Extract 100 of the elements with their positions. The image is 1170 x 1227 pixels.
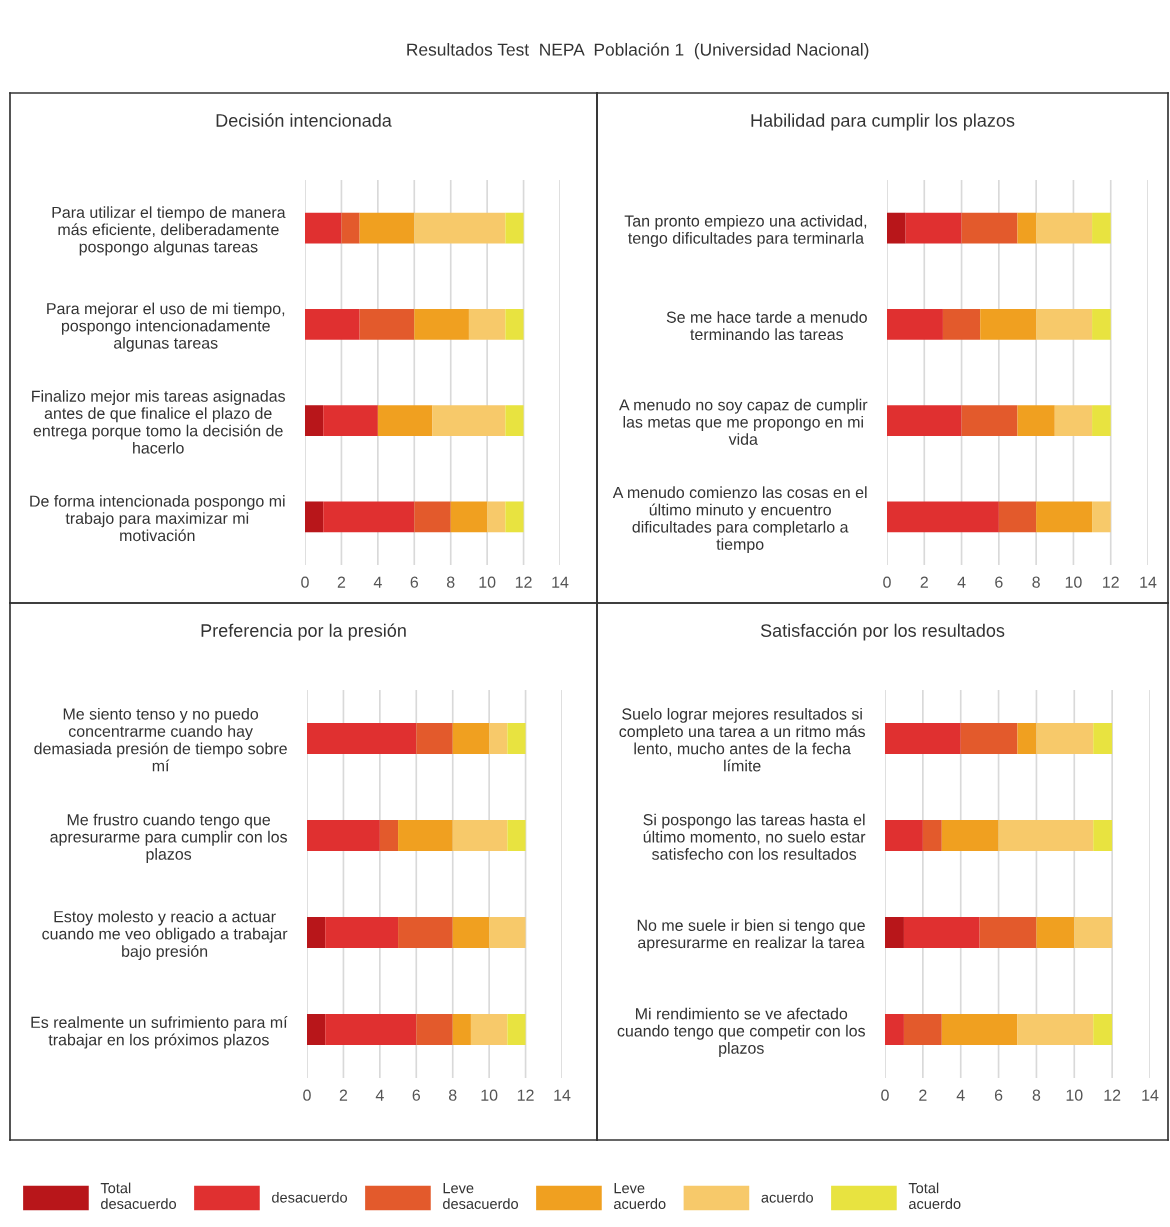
bar: [507, 1013, 526, 1046]
x-tick-label: 4: [957, 576, 966, 588]
x-tick-label: 10: [1066, 1089, 1083, 1101]
bar: [885, 1013, 904, 1046]
bar: [505, 405, 524, 437]
x-tick-label: 12: [1103, 576, 1119, 588]
x-tick-label: 2: [920, 576, 928, 588]
x-tick-label: 14: [554, 1089, 571, 1101]
bar: [887, 212, 906, 244]
bar: [452, 916, 490, 949]
x-tick-label: 10: [1065, 576, 1082, 588]
bar: [305, 405, 324, 437]
bar: [885, 819, 923, 852]
bar: [1036, 308, 1093, 340]
y-tick-label: Para mejorar el uso de mi tiempo, pospongo intencionadamente algunas tareas: [47, 302, 285, 352]
bar: [1036, 212, 1093, 244]
bar: [505, 308, 524, 340]
bar: [1017, 405, 1055, 437]
x-tick-label: 2: [339, 1089, 348, 1101]
legend-label: Total acuerdo: [908, 1182, 961, 1209]
y-tick-label: Es realmente un sufrimiento para mí trabajar en los próximos plazos: [31, 1016, 288, 1049]
bar: [1054, 405, 1093, 437]
bar: [922, 819, 942, 852]
x-tick-label: 6: [412, 1089, 421, 1101]
bar: [307, 916, 326, 949]
bar: [377, 405, 433, 437]
bar: [1092, 501, 1111, 533]
y-tick-label: Suelo lograr mejores resultados si completo una tarea a un ritmo más lento, mucho antes de la fecha límite: [619, 707, 865, 772]
bar: [416, 722, 453, 755]
bar: [903, 1013, 942, 1046]
bar: [414, 308, 469, 340]
y-tick-label: Me frustro cuando tengo que apresurarme para cumplir con los plazos: [50, 813, 287, 863]
bar: [359, 308, 415, 340]
bar: [1036, 501, 1093, 533]
bar: [1092, 212, 1111, 244]
bar: [468, 308, 506, 340]
y-tick-label: Para utilizar el tiempo de manera más eficiente, deliberadamente pospongo algunas tareas: [52, 206, 286, 256]
bar: [887, 501, 999, 533]
y-tick-label: A menudo no soy capaz de cumplir las metas que me propongo en mi vida: [619, 398, 868, 445]
bar: [1036, 722, 1094, 755]
x-tick-label: 8: [1032, 1089, 1041, 1101]
y-tick-label: Si pospongo las tareas hasta el último momento, no suelo estar satisfecho con los resultados: [643, 813, 866, 860]
bar: [1093, 722, 1113, 755]
bar: [305, 308, 360, 340]
bar: [487, 501, 506, 533]
bar: [961, 405, 1018, 437]
x-tick-label: 8: [446, 576, 455, 588]
bar: [507, 819, 526, 852]
x-tick-label: 8: [1032, 576, 1040, 588]
y-tick-label: Estoy molesto y reacio a actuar cuando me veo obligado a trabajar bajo presión: [42, 910, 288, 961]
x-tick-label: 6: [994, 1089, 1003, 1101]
legend-label: Leve acuerdo: [614, 1183, 666, 1209]
bar: [942, 308, 981, 340]
x-tick-label: 8: [448, 1089, 457, 1101]
bar: [489, 722, 508, 755]
y-tick-label: No me suele ir bien si tengo que apresurarme en realizar la tarea: [637, 919, 865, 952]
bar: [305, 212, 342, 244]
x-tick-label: 4: [373, 576, 382, 588]
bar: [903, 916, 980, 949]
bar: [414, 212, 506, 244]
bar: [452, 819, 508, 852]
bar: [323, 405, 378, 437]
bar: [379, 819, 399, 852]
bar: [980, 308, 1037, 340]
bar: [1093, 1013, 1113, 1046]
y-tick-label: Se me hace tarde a menudo terminando las tareas: [666, 311, 867, 341]
bar: [470, 1013, 508, 1046]
x-tick-label: 14: [1142, 1089, 1159, 1101]
bar: [960, 722, 1018, 755]
bar: [307, 1013, 326, 1046]
x-tick-label: 0: [883, 576, 891, 588]
x-tick-label: 6: [995, 576, 1003, 588]
bar: [432, 405, 506, 437]
legend-label: Leve desacuerdo: [443, 1183, 519, 1209]
legend-label: desacuerdo: [272, 1191, 348, 1203]
bar: [307, 819, 380, 852]
bar: [489, 916, 526, 949]
bar: [307, 722, 417, 755]
bar: [505, 501, 524, 533]
x-tick-label: 0: [301, 576, 309, 588]
x-tick-label: 12: [515, 576, 532, 588]
bar: [452, 1013, 471, 1046]
y-tick-label: Tan pronto empiezo una actividad, tengo dificultades para terminarla: [624, 214, 867, 247]
y-tick-label: Finalizo mejor mis tareas asignadas antes de que finalice el plazo de entrega porque tomo la decisión de hacerlo: [32, 390, 285, 454]
x-tick-label: 14: [552, 576, 569, 588]
x-tick-label: 10: [479, 576, 496, 588]
bar: [359, 212, 415, 244]
legend-label: Total desacuerdo: [100, 1182, 177, 1209]
bar: [414, 501, 451, 533]
bar: [1093, 819, 1113, 852]
x-tick-label: 14: [1140, 576, 1157, 588]
bar: [325, 1013, 417, 1046]
x-tick-label: 6: [410, 576, 419, 588]
x-tick-label: 2: [919, 1089, 927, 1101]
bar: [1074, 916, 1113, 949]
bar: [998, 501, 1037, 533]
bar: [416, 1013, 453, 1046]
bar: [998, 819, 1094, 852]
bar: [398, 819, 453, 852]
x-tick-label: 2: [337, 576, 346, 588]
